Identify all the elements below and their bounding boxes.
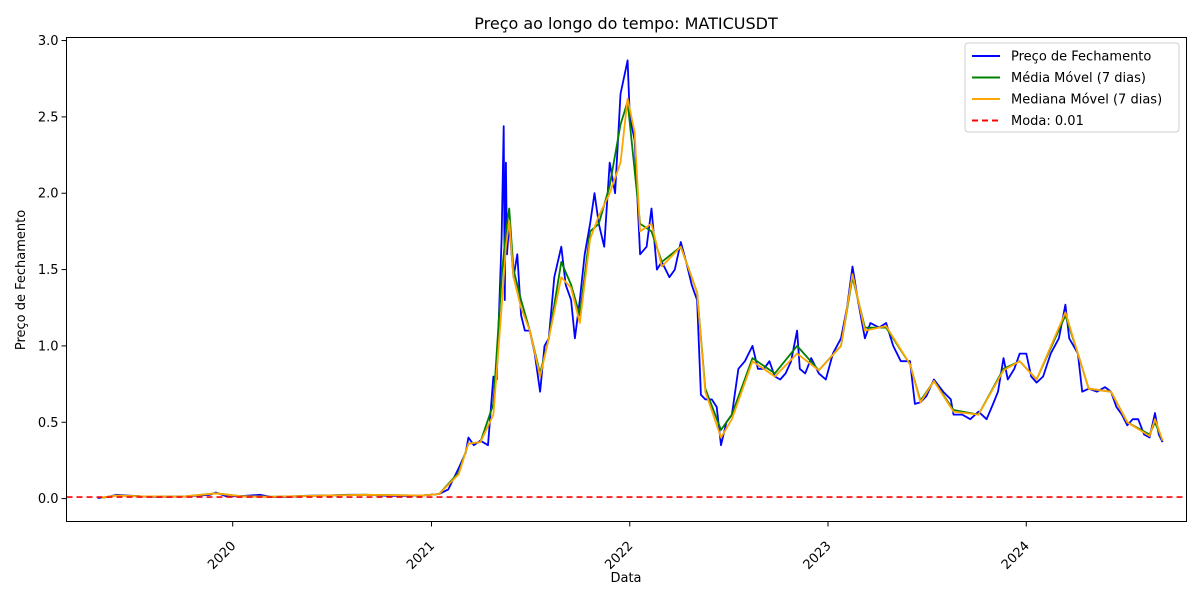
x-tick-label: 2021 bbox=[404, 539, 438, 573]
legend-label-moda-0-01: Moda: 0.01 bbox=[1011, 114, 1084, 129]
y-axis-label: Preço de Fechamento bbox=[14, 210, 29, 350]
y-axis: 0.0 0.5 1.0 1.5 2.0 2.5 3.0 bbox=[38, 34, 67, 507]
x-tick-label: 2022 bbox=[602, 539, 636, 573]
chart-title: Preço ao longo do tempo: MATICUSDT bbox=[474, 14, 778, 33]
legend-label-preco-de-fechamento: Preço de Fechamento bbox=[1011, 50, 1151, 65]
y-tick-label: 3.0 bbox=[38, 34, 59, 49]
y-tick-label: 2.5 bbox=[38, 110, 59, 125]
x-tick-label: 2024 bbox=[999, 539, 1033, 573]
y-tick-label: 0.5 bbox=[38, 416, 59, 431]
x-axis: 2020 2021 2022 2023 2024 bbox=[205, 521, 1033, 573]
legend-label-media-movel-7-dias: Média Móvel (7 dias) bbox=[1011, 71, 1146, 86]
series-line-media-movel-7-dias bbox=[100, 100, 1164, 499]
series-line-preco-de-fechamento bbox=[97, 59, 1164, 499]
x-tick-label: 2023 bbox=[801, 539, 835, 573]
y-tick-label: 2.0 bbox=[38, 187, 59, 202]
y-tick-label: 1.0 bbox=[38, 339, 59, 354]
plot-area bbox=[66, 59, 1187, 499]
y-tick-label: 0.0 bbox=[38, 492, 59, 507]
plot-frame bbox=[66, 37, 1187, 522]
x-axis-label: Data bbox=[610, 571, 641, 586]
x-tick-label: 2020 bbox=[205, 539, 239, 573]
y-tick-label: 1.5 bbox=[38, 263, 59, 278]
legend: Preço de Fechamento Média Móvel (7 dias) M… bbox=[964, 42, 1180, 133]
series-line-mediana-movel-7-dias bbox=[100, 97, 1164, 499]
legend-label-mediana-movel-7-dias: Mediana Móvel (7 dias) bbox=[1011, 93, 1162, 108]
legend-box bbox=[964, 42, 1180, 133]
